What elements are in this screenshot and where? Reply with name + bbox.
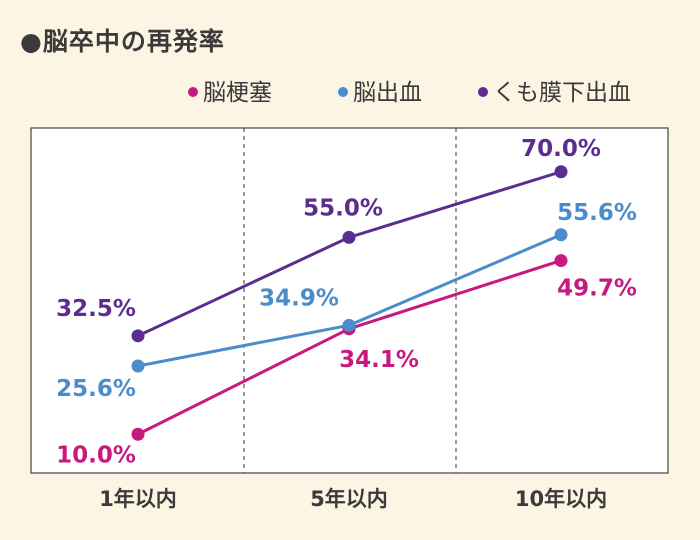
data-label: 32.5%	[56, 296, 136, 322]
legend-marker	[478, 87, 488, 97]
x-tick-label: 1年以内	[99, 487, 177, 511]
legend-marker	[338, 87, 348, 97]
data-label: 55.6%	[557, 200, 637, 226]
legend-label: 脳出血	[353, 80, 422, 106]
series-layer: 10.0% 34.1% 49.7% 25.6% 34.9% 55.6% 32.5% 55.0%…	[56, 136, 637, 469]
data-label: 10.0%	[56, 442, 136, 468]
x-tick-label: 10年以内	[515, 487, 607, 511]
data-point	[554, 228, 568, 242]
data-label: 49.7%	[557, 276, 637, 302]
legend-item: 脳出血	[338, 80, 422, 106]
legend-label: くも膜下出血	[493, 80, 631, 106]
legend-marker	[188, 87, 198, 97]
plot-area	[30, 127, 669, 474]
data-label: 34.1%	[339, 347, 419, 373]
data-point	[131, 359, 145, 373]
legend-item: 脳梗塞	[188, 80, 272, 106]
data-point	[554, 165, 568, 179]
data-point	[342, 230, 356, 244]
legend: 脳梗塞 脳出血 くも膜下出血	[188, 80, 631, 106]
data-label: 55.0%	[303, 195, 383, 221]
legend-label: 脳梗塞	[203, 80, 272, 106]
chart-title: ●脳卒中の再発率	[20, 27, 225, 56]
data-label: 25.6%	[56, 376, 136, 402]
legend-item: くも膜下出血	[478, 80, 631, 106]
data-point	[131, 427, 145, 441]
x-axis: 1年以内 5年以内 10年以内	[99, 487, 607, 511]
data-point	[342, 318, 356, 332]
data-point	[554, 254, 568, 268]
x-tick-label: 5年以内	[310, 487, 388, 511]
data-point	[131, 329, 145, 343]
data-label: 34.9%	[259, 285, 339, 311]
data-label: 70.0%	[521, 136, 601, 162]
